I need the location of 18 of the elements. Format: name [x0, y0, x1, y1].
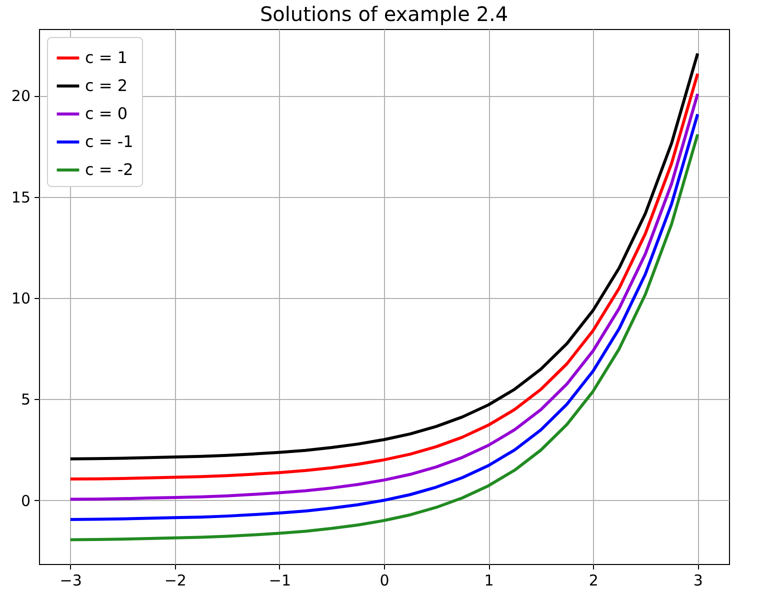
y-tick-label: 10 [11, 290, 30, 308]
x-tick-label: 3 [693, 572, 703, 590]
y-tick-label: 0 [20, 492, 30, 510]
legend-label: c = -1 [85, 132, 134, 151]
x-tick-label: 0 [380, 572, 390, 590]
chart-title: Solutions of example 2.4 [260, 2, 508, 26]
y-tick-label: 20 [11, 87, 30, 106]
x-tick-label: 1 [484, 572, 494, 590]
x-tick-label: −1 [268, 572, 292, 590]
x-tick-label: −3 [60, 572, 82, 590]
y-tick-label: 5 [20, 390, 30, 409]
y-tick-label: 15 [11, 188, 30, 206]
x-tick-label: −2 [164, 572, 186, 590]
legend-label: c = -2 [85, 160, 134, 179]
x-tick-label: 2 [588, 572, 598, 590]
legend-label: c = 1 [85, 48, 128, 67]
legend-label: c = 0 [85, 104, 128, 123]
legend-label: c = 2 [85, 76, 128, 95]
